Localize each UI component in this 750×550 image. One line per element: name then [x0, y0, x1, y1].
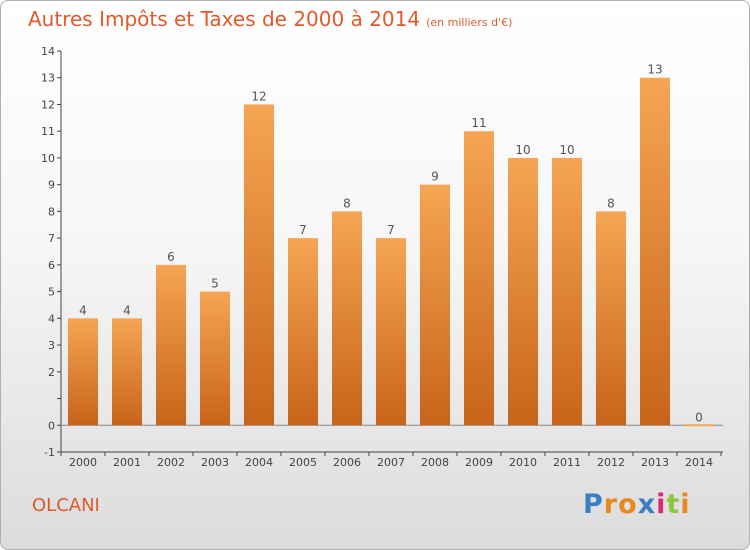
bar	[640, 77, 670, 426]
bar	[156, 264, 186, 426]
bar	[332, 211, 362, 426]
logo-letter: i	[680, 489, 691, 520]
data-label: 6	[167, 250, 175, 264]
x-tick-label: 2002	[157, 456, 185, 469]
y-tick-label: 0	[48, 419, 55, 432]
x-tick-label: 2000	[69, 456, 97, 469]
data-label: 7	[299, 223, 307, 237]
data-label: 7	[387, 223, 395, 237]
bar	[376, 238, 406, 426]
y-tick-label: 3	[48, 339, 55, 352]
data-label: 10	[515, 143, 530, 157]
y-tick-label: 11	[41, 125, 55, 138]
data-label: 4	[123, 303, 131, 317]
bar	[68, 318, 98, 426]
data-label: 0	[695, 410, 703, 424]
x-tick-label: 2012	[597, 456, 625, 469]
bar	[464, 131, 494, 426]
chart-unit: (en milliers d'€)	[426, 16, 513, 29]
logo-letter: o	[618, 489, 638, 520]
y-tick-label: -1	[44, 446, 55, 459]
logo-letter: x	[637, 489, 657, 520]
bar	[200, 291, 230, 426]
y-tick-label: 4	[48, 312, 55, 325]
logo-letter: P	[583, 489, 604, 520]
data-label: 12	[251, 89, 266, 103]
y-tick-label: 9	[48, 179, 55, 192]
data-label: 13	[647, 63, 662, 77]
bar	[244, 104, 274, 426]
logo-letter: i	[656, 489, 667, 520]
y-tick-label: 14	[41, 45, 55, 58]
data-label: 10	[559, 143, 574, 157]
y-tick-label: 10	[41, 152, 55, 165]
y-tick-label: 6	[48, 259, 55, 272]
bar	[288, 238, 318, 426]
data-label: 5	[211, 277, 219, 291]
x-tick-label: 2010	[509, 456, 537, 469]
y-tick-label: 2	[48, 366, 55, 379]
x-tick-label: 2006	[333, 456, 361, 469]
bar	[112, 318, 142, 426]
x-tick-label: 2008	[421, 456, 449, 469]
y-tick-label: 8	[48, 205, 55, 218]
logo-letter: t	[666, 489, 681, 520]
bar	[684, 424, 714, 427]
data-label: 8	[343, 196, 351, 210]
bar	[596, 211, 626, 426]
bar	[420, 184, 450, 426]
proxiti-logo[interactable]: Proxiti	[583, 489, 691, 520]
bar	[552, 157, 582, 426]
logo-letter: r	[603, 489, 619, 520]
y-tick-label: 13	[41, 72, 55, 85]
y-tick-label: 12	[41, 98, 55, 111]
y-tick-label: 7	[48, 232, 55, 245]
x-tick-label: 2013	[641, 456, 669, 469]
x-tick-label: 2011	[553, 456, 581, 469]
x-tick-label: 2001	[113, 456, 141, 469]
data-label: 8	[607, 196, 615, 210]
data-label: 11	[471, 116, 486, 130]
data-label: 9	[431, 170, 439, 184]
chart-title-text: Autres Impôts et Taxes de 2000 à 2014	[28, 7, 421, 31]
commune-name: OLCANI	[32, 495, 100, 516]
x-tick-label: 2005	[289, 456, 317, 469]
chart-title: Autres Impôts et Taxes de 2000 à 2014 (en…	[28, 7, 512, 31]
bar	[508, 157, 538, 426]
y-tick-label: 5	[48, 286, 55, 299]
x-tick-label: 2003	[201, 456, 229, 469]
x-tick-label: 2007	[377, 456, 405, 469]
data-label: 4	[79, 303, 87, 317]
x-tick-label: 2004	[245, 456, 273, 469]
x-tick-label: 2009	[465, 456, 493, 469]
x-tick-label: 2014	[685, 456, 713, 469]
